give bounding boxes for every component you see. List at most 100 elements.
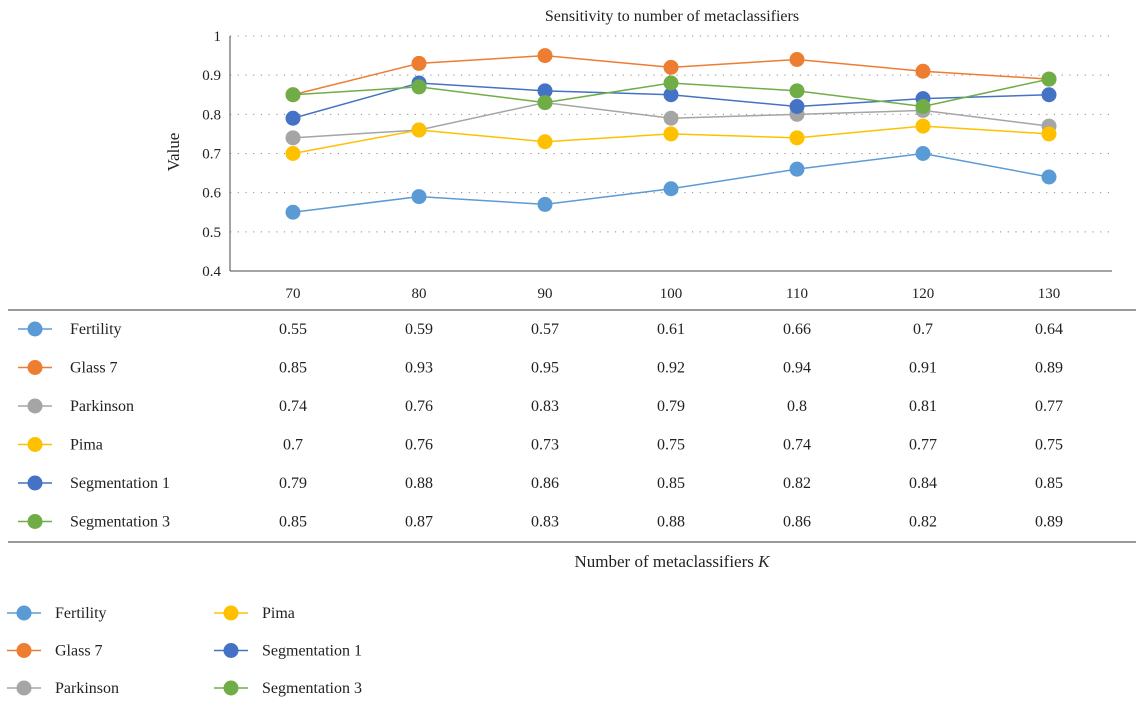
series-points	[285, 48, 1057, 220]
x-tick-label: 80	[412, 286, 427, 302]
table-cell: 0.85	[657, 475, 685, 492]
data-point	[1041, 169, 1057, 185]
table-legend-marker	[27, 321, 43, 337]
table-cell: 0.85	[1035, 475, 1063, 492]
data-point	[411, 189, 427, 205]
data-point	[285, 204, 301, 220]
table-cell: 0.91	[909, 360, 937, 377]
data-point	[789, 99, 805, 114]
gridlines	[229, 35, 1112, 272]
x-tick-label: 130	[1038, 286, 1061, 302]
y-axis-title: Value	[164, 133, 183, 172]
legend-label: Glass 7	[55, 643, 103, 660]
table-cell: 0.93	[405, 360, 433, 377]
data-point	[537, 48, 553, 64]
table-cell: 0.66	[783, 321, 811, 338]
legend-marker	[223, 605, 239, 621]
data-point	[663, 87, 679, 103]
table-cell: 0.85	[279, 360, 307, 377]
table-cell: 0.77	[909, 437, 937, 454]
data-point	[537, 134, 553, 150]
table-cell: 0.92	[657, 360, 685, 377]
y-tick-label: 0.7	[202, 147, 221, 163]
table-cell: 0.84	[909, 475, 937, 492]
table-cell: 0.85	[279, 514, 307, 531]
data-point	[411, 122, 427, 138]
y-tick-label: 0.6	[202, 186, 221, 202]
table-cell: 0.75	[657, 437, 685, 454]
table-cell: 0.89	[1035, 514, 1063, 531]
y-tick-label: 0.4	[202, 264, 221, 280]
legend: Fertility Pima Glass 7 Segmentation 1 Parkin…	[7, 605, 362, 697]
y-axis-ticks: 0.4 0.5 0.6 0.7 0.8 0.9 1	[202, 29, 221, 280]
data-point	[663, 75, 679, 91]
x-axis-title-var: K	[757, 552, 771, 571]
table-cell: 0.76	[405, 437, 433, 454]
table-legend-marker	[27, 360, 43, 375]
data-point	[285, 146, 301, 161]
data-point	[915, 118, 931, 134]
x-axis-title-text: Number of metaclassifiers	[575, 552, 754, 571]
y-tick-label: 1	[214, 29, 222, 45]
table-series-name: Glass 7	[70, 360, 118, 377]
table-cell: 0.95	[531, 360, 559, 377]
x-tick-label: 90	[538, 286, 553, 302]
data-point	[663, 126, 679, 142]
x-tick-label: 110	[786, 286, 808, 302]
legend-marker	[223, 680, 239, 696]
table-cell: 0.79	[279, 475, 307, 492]
table-series-name: Parkinson	[70, 398, 134, 415]
y-tick-label: 0.5	[202, 225, 221, 241]
table-legend-marker	[27, 514, 43, 529]
table-cell: 0.77	[1035, 398, 1063, 415]
table-cell: 0.76	[405, 398, 433, 415]
legend-marker	[223, 643, 239, 658]
table-cell: 0.8	[787, 398, 807, 415]
table-cell: 0.87	[405, 514, 433, 531]
legend-label: Segmentation 3	[262, 680, 362, 697]
table-series-name: Fertility	[70, 321, 122, 338]
data-point	[1041, 71, 1057, 87]
table-cell: 0.79	[657, 398, 685, 415]
table-cell: 0.73	[531, 437, 559, 454]
data-point	[537, 95, 553, 111]
data-point	[915, 146, 931, 161]
data-point	[537, 196, 553, 212]
data-point	[663, 59, 679, 75]
table-cell: 0.83	[531, 398, 559, 415]
data-point	[1041, 126, 1057, 142]
y-tick-label: 0.8	[202, 107, 221, 123]
table-cell: 0.75	[1035, 437, 1063, 454]
table-cell: 0.7	[283, 437, 303, 454]
table-cell: 0.82	[783, 475, 811, 492]
x-tick-label: 100	[660, 286, 683, 302]
table-cell: 0.94	[783, 360, 811, 377]
table-cell: 0.82	[909, 514, 937, 531]
table-cell: 0.83	[531, 514, 559, 531]
data-point	[789, 161, 805, 177]
table-cell: 0.74	[279, 398, 307, 415]
table-series-name: Segmentation 1	[70, 475, 170, 492]
legend-label: Pima	[262, 605, 295, 622]
chart-title: Sensitivity to number of metaclassifiers	[545, 8, 799, 25]
data-point	[663, 181, 679, 197]
data-point	[285, 130, 301, 146]
data-point	[411, 55, 427, 71]
data-point	[411, 79, 427, 95]
data-point	[915, 63, 931, 79]
table-series-name: Pima	[70, 437, 103, 454]
data-point	[789, 83, 805, 99]
table-cell: 0.88	[657, 514, 685, 531]
table-cell: 0.86	[783, 514, 811, 531]
legend-marker	[16, 643, 32, 658]
table-cell: 0.86	[531, 475, 559, 492]
table-cell: 0.64	[1035, 321, 1063, 338]
legend-label: Fertility	[55, 605, 107, 622]
table-legend-marker	[27, 437, 43, 452]
data-point	[663, 110, 679, 126]
data-point	[537, 83, 553, 99]
data-point	[285, 110, 301, 126]
data-table: Fertility 0.55 0.59 0.57 0.61 0.66 0.7 0.64 Glas…	[8, 309, 1136, 543]
table-cell: 0.57	[531, 321, 559, 338]
